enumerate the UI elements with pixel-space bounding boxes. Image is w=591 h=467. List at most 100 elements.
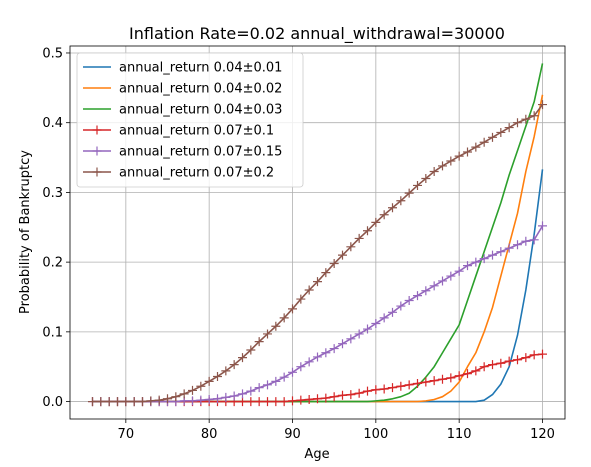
- data-point: [204, 394, 214, 404]
- data-point: [421, 377, 431, 387]
- data-point: [288, 367, 297, 377]
- data-point: [404, 380, 414, 390]
- data-point: [329, 259, 339, 269]
- data-point: [129, 397, 139, 407]
- data-point: [246, 386, 256, 396]
- data-point: [121, 397, 131, 407]
- data-point: [171, 392, 181, 402]
- data-point: [488, 132, 497, 142]
- x-tick-label: 100: [363, 427, 388, 442]
- data-point: [529, 111, 539, 121]
- data-point: [179, 389, 189, 399]
- data-point: [213, 371, 222, 381]
- legend-box: [76, 52, 304, 188]
- data-point: [438, 161, 447, 171]
- legend-marker: [92, 167, 102, 177]
- data-point: [304, 394, 314, 404]
- data-point: [363, 226, 372, 236]
- data-point: [488, 250, 497, 260]
- legend-marker: [92, 125, 102, 135]
- chart-title: Inflation Rate=0.02 annual_withdrawal=30…: [129, 24, 505, 44]
- data-point: [329, 392, 339, 402]
- data-point: [196, 395, 206, 405]
- y-tick-label: 0.1: [42, 325, 63, 340]
- data-point: [379, 313, 389, 323]
- data-point: [396, 381, 406, 391]
- data-point: [354, 329, 364, 339]
- data-point: [213, 394, 222, 404]
- data-point: [463, 261, 472, 271]
- data-point: [538, 100, 547, 110]
- data-point: [513, 118, 522, 128]
- data-point: [479, 254, 489, 264]
- data-point: [371, 385, 381, 395]
- data-point: [321, 393, 331, 403]
- data-point: [296, 395, 306, 405]
- data-point: [421, 173, 431, 183]
- data-point: [229, 360, 239, 370]
- data-point: [421, 286, 431, 296]
- data-point: [429, 281, 439, 291]
- x-axis-label: Age: [304, 447, 329, 462]
- data-point: [296, 362, 306, 372]
- data-point: [263, 380, 272, 390]
- y-tick-label: 0.4: [42, 116, 63, 131]
- data-point: [96, 397, 106, 407]
- axis-ticks: 70 80 90 100 110 120 0.0 0.1 0.2 0.3 0.4 0.5: [42, 46, 555, 442]
- data-point: [113, 397, 122, 407]
- data-point: [363, 386, 372, 396]
- x-tick-label: 80: [201, 427, 218, 442]
- data-point: [346, 242, 356, 252]
- data-point: [413, 291, 422, 301]
- data-point: [354, 388, 364, 398]
- data-point: [238, 397, 247, 407]
- data-point: [429, 376, 439, 386]
- data-point: [471, 142, 481, 152]
- x-tick-label: 120: [530, 427, 555, 442]
- data-point: [463, 147, 472, 157]
- plot-area-border: [69, 45, 566, 420]
- data-point: [479, 137, 489, 147]
- data-point: [346, 390, 356, 400]
- data-point: [538, 221, 547, 231]
- data-point: [388, 203, 397, 213]
- data-point: [338, 339, 347, 349]
- data-point: [329, 344, 339, 354]
- data-point: [521, 236, 531, 246]
- data-point: [404, 188, 414, 198]
- data-point: [446, 271, 456, 281]
- x-tick-label: 110: [447, 427, 472, 442]
- data-point: [496, 127, 506, 137]
- data-point: [163, 394, 172, 404]
- data-point: [363, 324, 372, 334]
- data-point: [154, 395, 164, 405]
- data-point: [338, 250, 347, 260]
- data-point: [313, 277, 322, 287]
- series-layer: [88, 63, 547, 407]
- data-point: [504, 123, 514, 133]
- y-tick-label: 0.2: [42, 256, 63, 271]
- data-point: [438, 276, 447, 286]
- y-axis-label: Probability of Bankruptcy: [18, 150, 33, 314]
- data-point: [288, 304, 297, 314]
- data-point: [404, 295, 414, 305]
- data-point: [304, 285, 314, 295]
- data-point: [396, 196, 406, 206]
- data-point: [513, 240, 522, 250]
- data-point: [529, 350, 539, 360]
- data-point: [446, 156, 456, 166]
- data-point: [371, 217, 381, 227]
- data-point: [354, 233, 364, 243]
- data-point: [388, 307, 397, 317]
- data-point: [254, 383, 264, 393]
- data-point: [279, 372, 289, 382]
- data-point: [479, 362, 489, 372]
- legend-label: annual_return 0.07±0.1: [119, 124, 274, 139]
- data-point: [246, 345, 256, 355]
- data-point: [288, 396, 297, 406]
- data-point: [504, 243, 514, 253]
- x-tick-label: 70: [118, 427, 135, 442]
- legend: annual_return 0.04±0.01 annual_return 0.0…: [76, 52, 304, 188]
- data-point: [313, 352, 322, 362]
- data-point: [521, 353, 531, 363]
